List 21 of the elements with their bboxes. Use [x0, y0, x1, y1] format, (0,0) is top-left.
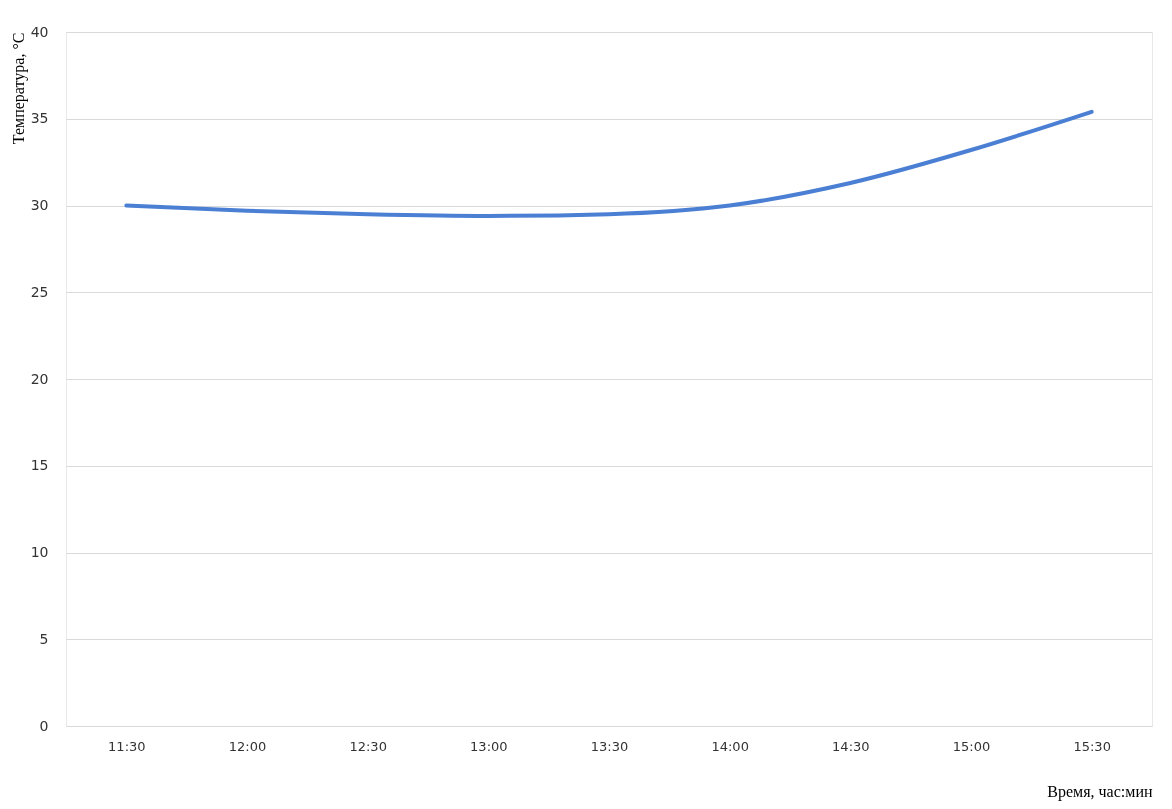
line-series — [124, 109, 1094, 218]
x-tick-label: 12:00 — [228, 738, 267, 754]
x-tick-label: 15:30 — [1073, 738, 1111, 754]
y-tick-label: 20 — [30, 370, 49, 387]
y-tick-label: 10 — [30, 544, 49, 560]
y-axis-title: Температура, °C — [9, 32, 28, 145]
y-tick-label: 25 — [30, 283, 49, 300]
x-tick-label: 13:30 — [590, 738, 629, 754]
y-tick-label: 5 — [39, 630, 49, 647]
y-tick-label: 0 — [39, 717, 49, 734]
x-tick-label: 15:00 — [952, 738, 991, 754]
x-tick-label: 11:30 — [108, 738, 146, 754]
x-tick-label: 14:30 — [832, 738, 870, 754]
x-tick-label: 14:00 — [711, 738, 749, 754]
y-tick-label: 30 — [30, 197, 49, 213]
x-tick-label: 13:00 — [470, 738, 508, 754]
x-axis-title: Время, час:мин — [1047, 782, 1153, 801]
y-tick-label: 40 — [30, 23, 49, 40]
y-tick-label: 15 — [30, 457, 49, 474]
y-tick-label: 35 — [30, 110, 49, 127]
x-tick-label: 12:30 — [349, 738, 387, 754]
